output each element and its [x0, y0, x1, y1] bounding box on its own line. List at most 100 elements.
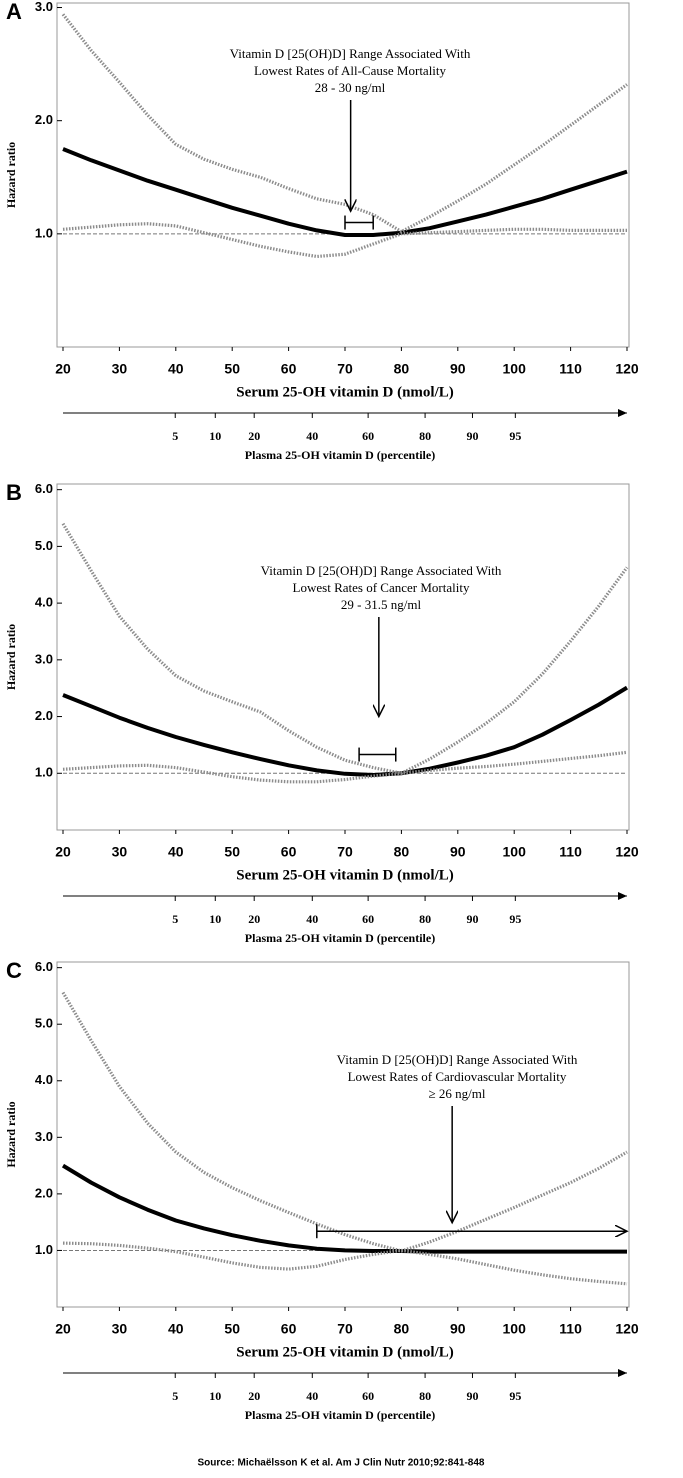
percentile-axis-title: Plasma 25-OH vitamin D (percentile): [245, 931, 435, 945]
x-tick-label: 30: [112, 1321, 128, 1337]
y-tick-label: 1.0: [35, 225, 53, 240]
y-tick-label: 6.0: [35, 959, 53, 974]
percentile-tick-label: 20: [248, 1389, 260, 1403]
y-tick-label: 3.0: [35, 1129, 53, 1144]
x-tick-label: 100: [503, 844, 527, 860]
y-axis-title: Hazard ratio: [4, 142, 18, 208]
x-tick-label: 70: [337, 844, 353, 860]
y-tick-label: 6.0: [35, 481, 53, 496]
confidence-line: [61, 522, 629, 775]
percentile-tick-label: 5: [172, 1389, 178, 1403]
x-tick-label: 50: [224, 844, 240, 860]
x-tick-label: 100: [503, 361, 527, 377]
x-tick-label: 100: [503, 1321, 527, 1337]
percentile-tick-label: 5: [172, 912, 178, 926]
source: Source: Michaëlsson K et al. Am J Clin N…: [198, 1458, 485, 1469]
percentile-axis-title: Plasma 25-OH vitamin D (percentile): [245, 448, 435, 462]
percentile-tick-label: 90: [466, 429, 478, 443]
annotation-text: Vitamin D [25(OH)D] Range Associated Wit…: [261, 563, 502, 578]
annotation-text: Lowest Rates of Cardiovascular Mortality: [348, 1069, 567, 1084]
x-tick-label: 70: [337, 361, 353, 377]
y-tick-label: 3.0: [35, 651, 53, 666]
x-tick-label: 120: [615, 844, 639, 860]
plot-frame: [56, 2, 630, 348]
y-tick-label: 2.0: [35, 1185, 53, 1200]
x-tick-label: 80: [394, 361, 410, 377]
percentile-tick-label: 60: [362, 429, 374, 443]
confidence-line: [61, 991, 628, 1253]
percentile-tick-label: 95: [509, 429, 521, 443]
annotation-text: Lowest Rates of All-Cause Mortality: [254, 63, 447, 78]
x-tick-label: 90: [450, 361, 466, 377]
y-tick-label: 2.0: [35, 112, 53, 127]
plot-frame: [56, 961, 630, 1308]
x-tick-label: 60: [281, 1321, 297, 1337]
panel-letter: C: [6, 958, 22, 983]
x-tick-label: 110: [559, 1321, 582, 1337]
percentile-tick-label: 90: [466, 1389, 478, 1403]
annotation-text: 28 - 30 ng/ml: [315, 80, 386, 95]
y-tick-label: 5.0: [35, 538, 53, 553]
y-axis-title: Hazard ratio: [4, 624, 18, 690]
confidence-line: [62, 1241, 628, 1286]
confidence-line: [62, 750, 628, 784]
x-axis-title: Serum 25-OH vitamin D (nmol/L): [236, 1344, 454, 1360]
percentile-tick-label: 40: [306, 429, 318, 443]
x-tick-label: 90: [450, 1321, 466, 1337]
annotation-text: 29 - 31.5 ng/ml: [341, 597, 422, 612]
x-tick-label: 90: [450, 844, 466, 860]
confidence-line: [62, 222, 627, 259]
percentile-tick-label: 60: [362, 1389, 374, 1403]
x-tick-label: 110: [559, 361, 582, 377]
percentile-tick-label: 40: [306, 912, 318, 926]
annotation-text: Vitamin D [25(OH)D] Range Associated Wit…: [337, 1052, 578, 1067]
percentile-tick-label: 95: [509, 1389, 521, 1403]
percentile-tick-label: 5: [172, 429, 178, 443]
confidence-line: [61, 13, 628, 234]
y-tick-label: 5.0: [35, 1016, 53, 1031]
x-tick-label: 110: [559, 844, 582, 860]
percentile-tick-label: 95: [509, 912, 521, 926]
percentile-tick-label: 10: [209, 429, 221, 443]
x-tick-label: 70: [337, 1321, 353, 1337]
x-axis-title: Serum 25-OH vitamin D (nmol/L): [236, 384, 454, 400]
percentile-tick-label: 10: [209, 912, 221, 926]
x-tick-label: 50: [224, 1321, 240, 1337]
x-axis-title: Serum 25-OH vitamin D (nmol/L): [236, 867, 454, 883]
percentile-tick-label: 60: [362, 912, 374, 926]
x-tick-label: 60: [281, 361, 297, 377]
percentile-tick-label: 80: [419, 912, 431, 926]
percentile-tick-label: 20: [248, 429, 260, 443]
x-tick-label: 50: [224, 361, 240, 377]
x-tick-label: 20: [55, 361, 71, 377]
y-tick-label: 4.0: [35, 1072, 53, 1087]
percentile-tick-label: 20: [248, 912, 260, 926]
annotation-text: Lowest Rates of Cancer Mortality: [293, 580, 470, 595]
percentile-tick-label: 10: [209, 1389, 221, 1403]
y-tick-label: 3.0: [35, 0, 53, 14]
plot-frame: [56, 483, 630, 831]
x-tick-label: 80: [394, 844, 410, 860]
percentile-axis-title: Plasma 25-OH vitamin D (percentile): [245, 1408, 435, 1422]
x-tick-label: 60: [281, 844, 297, 860]
x-tick-label: 30: [112, 844, 128, 860]
x-tick-label: 80: [394, 1321, 410, 1337]
percentile-tick-label: 40: [306, 1389, 318, 1403]
y-tick-label: 1.0: [35, 1242, 53, 1257]
panel-letter: A: [6, 0, 22, 24]
percentile-tick-label: 80: [419, 429, 431, 443]
annotation-text: ≥ 26 ng/ml: [429, 1086, 486, 1101]
y-tick-label: 2.0: [35, 708, 53, 723]
y-tick-label: 1.0: [35, 765, 53, 780]
y-axis-title: Hazard ratio: [4, 1101, 18, 1167]
x-tick-label: 40: [168, 844, 184, 860]
x-tick-label: 120: [615, 1321, 639, 1337]
x-tick-label: 40: [168, 1321, 184, 1337]
estimate-line: [61, 1163, 627, 1254]
estimate-line: [62, 147, 628, 237]
x-tick-label: 20: [55, 844, 71, 860]
x-tick-label: 30: [112, 361, 128, 377]
percentile-tick-label: 90: [466, 912, 478, 926]
y-tick-label: 4.0: [35, 595, 53, 610]
